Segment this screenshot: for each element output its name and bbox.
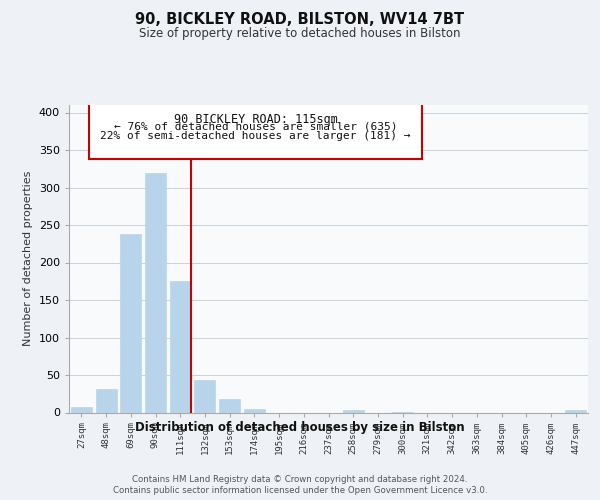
Bar: [343, 410, 364, 412]
Text: Distribution of detached houses by size in Bilston: Distribution of detached houses by size …: [135, 421, 465, 434]
Text: 90, BICKLEY ROAD, BILSTON, WV14 7BT: 90, BICKLEY ROAD, BILSTON, WV14 7BT: [136, 12, 464, 28]
Bar: [219, 399, 240, 412]
Bar: [71, 406, 92, 412]
Text: ← 76% of detached houses are smaller (635): ← 76% of detached houses are smaller (63…: [114, 122, 397, 132]
Text: Contains public sector information licensed under the Open Government Licence v3: Contains public sector information licen…: [113, 486, 487, 495]
Text: Size of property relative to detached houses in Bilston: Size of property relative to detached ho…: [139, 28, 461, 40]
Bar: [120, 234, 141, 412]
Bar: [244, 409, 265, 412]
Bar: [565, 410, 586, 412]
Bar: [95, 388, 116, 412]
Bar: [170, 281, 191, 412]
Y-axis label: Number of detached properties: Number of detached properties: [23, 171, 33, 346]
Text: 22% of semi-detached houses are larger (181) →: 22% of semi-detached houses are larger (…: [100, 131, 411, 141]
Bar: [145, 172, 166, 412]
Text: Contains HM Land Registry data © Crown copyright and database right 2024.: Contains HM Land Registry data © Crown c…: [132, 475, 468, 484]
Bar: [194, 380, 215, 412]
FancyBboxPatch shape: [89, 101, 422, 159]
Text: 90 BICKLEY ROAD: 115sqm: 90 BICKLEY ROAD: 115sqm: [173, 114, 338, 126]
